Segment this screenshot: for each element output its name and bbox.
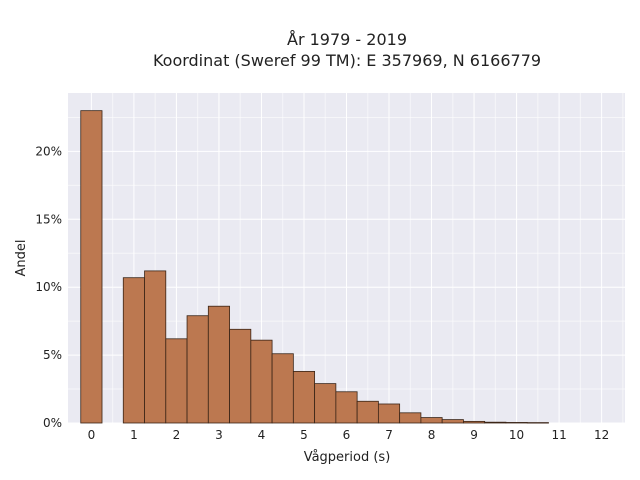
y-tick-label: 0% [43,416,62,430]
x-tick-label: 3 [215,428,223,442]
histogram-bar [356,400,379,424]
x-tick-label: 7 [385,428,393,442]
histogram-bar [441,419,464,424]
x-tick-label: 12 [594,428,609,442]
bars [80,110,549,424]
histogram-bar [186,315,209,424]
histogram-bar [271,353,294,424]
y-tick-label: 5% [43,348,62,362]
y-axis-label: Andel [14,240,29,277]
x-tick-label: 9 [470,428,478,442]
x-tick-label: 5 [300,428,308,442]
histogram-bar [207,305,230,424]
x-tick-label: 6 [343,428,351,442]
histogram-bar [377,403,401,424]
histogram-bar [250,339,273,424]
y-tick-label: 20% [35,144,62,158]
x-tick-label: 4 [258,428,266,442]
histogram-bar [484,421,507,424]
histogram-bar [335,391,358,424]
y-tick-label: 10% [35,280,62,294]
x-axis-label: Vågperiod (s) [304,450,391,465]
x-tick-label: 10 [509,428,524,442]
histogram-bar [122,277,145,424]
histogram-bar [399,412,422,424]
chart-title-line1: År 1979 - 2019 [287,30,407,49]
x-tick-label: 8 [428,428,436,442]
x-tick-label: 0 [88,428,96,442]
histogram-bar [292,370,316,424]
histogram-bar [505,422,528,424]
histogram-bar [80,110,103,424]
y-axis-ticks: 0% 5% 10% 15% 20% [35,144,62,430]
histogram-bar [144,270,167,424]
histogram-bar [165,338,188,424]
y-tick-label: 15% [35,212,62,226]
chart-title-line2: Koordinat (Sweref 99 TM): E 357969, N 61… [153,51,541,70]
x-tick-label: 2 [173,428,181,442]
x-axis-ticks: 0 1 2 3 4 5 6 7 8 9 10 11 12 [88,428,610,442]
histogram-bar [420,417,443,424]
histogram-bar [314,383,337,424]
histogram-bar [463,420,486,424]
histogram-bar [526,422,549,424]
histogram-bar [229,328,252,424]
x-tick-label: 11 [551,428,566,442]
x-tick-label: 1 [130,428,138,442]
